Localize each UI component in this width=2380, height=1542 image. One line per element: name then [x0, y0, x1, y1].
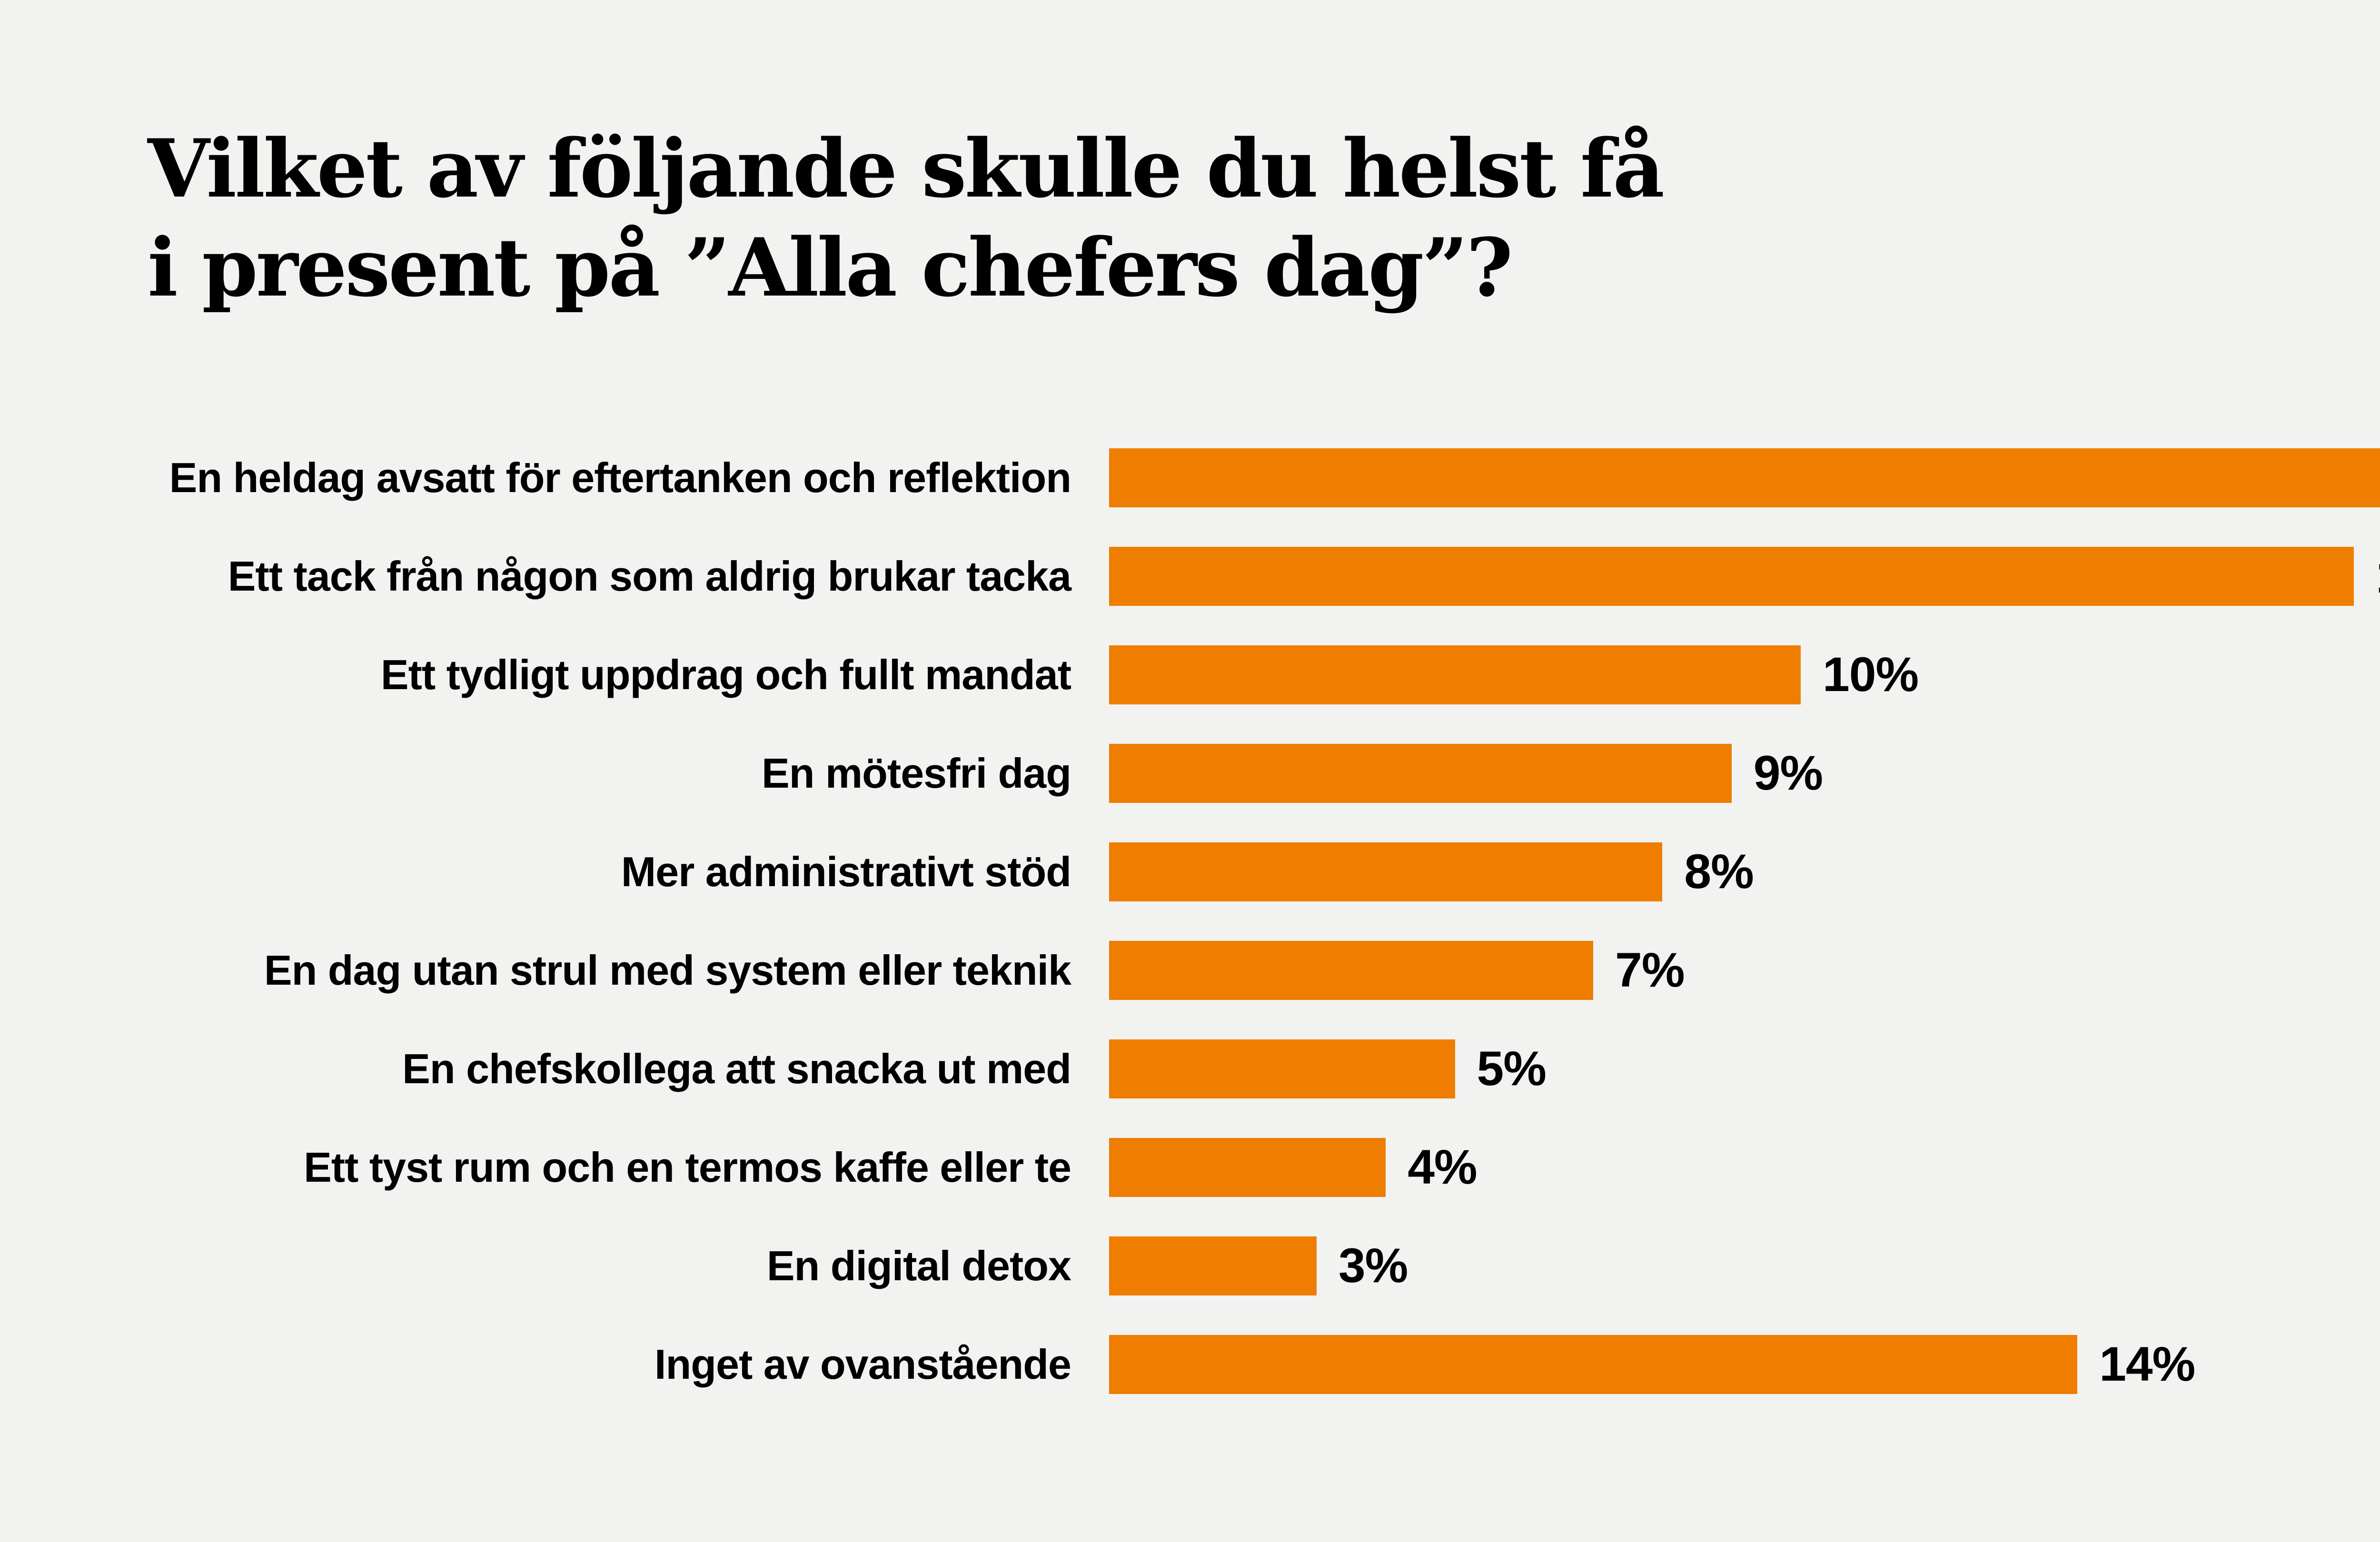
chart-title: Vilket av följande skulle du helst få i p…: [148, 119, 1665, 317]
bar-row: Mer administrativt stöd 8%: [0, 822, 2380, 921]
category-label: Ett tack från någon som aldrig brukar ta…: [228, 552, 1071, 600]
bar-row: Ett tyst rum och en termos kaffe eller t…: [0, 1118, 2380, 1216]
value-label: 9%: [1753, 746, 1823, 800]
bar: [1109, 546, 2354, 606]
category-label: Ett tyst rum och en termos kaffe eller t…: [304, 1143, 1071, 1191]
value-label: 14%: [2099, 1337, 2195, 1391]
bar-row: En digital detox 3%: [0, 1216, 2380, 1315]
category-label: Inget av ovanstående: [654, 1340, 1071, 1388]
category-label: En mötesfri dag: [762, 749, 1071, 797]
value-label: 5%: [1477, 1041, 1547, 1096]
bar: [1109, 842, 1663, 901]
bar: [1109, 1137, 1386, 1197]
value-label: 8%: [1684, 844, 1754, 899]
chart-title-line1: Vilket av följande skulle du helst få: [148, 121, 1665, 216]
value-label: 18%: [2376, 548, 2380, 604]
bar: [1109, 1039, 1455, 1098]
bar-row: En dag utan strul med system eller tekni…: [0, 921, 2380, 1019]
category-label: Mer administrativt stöd: [621, 848, 1071, 895]
bar-row: Ett tack från någon som aldrig brukar ta…: [0, 527, 2380, 625]
chart-title-line2: i present på ”Alla chefers dag”?: [148, 220, 1513, 315]
category-label: En chefskollega att snacka ut med: [402, 1045, 1071, 1092]
category-label: En digital detox: [766, 1242, 1071, 1289]
bar-row: En heldag avsatt för eftertanken och ref…: [0, 428, 2380, 527]
bar: [1109, 743, 1732, 803]
bar: [1109, 645, 1801, 704]
bar: [1109, 448, 2380, 507]
category-label: En dag utan strul med system eller tekni…: [264, 946, 1071, 994]
bar-chart: En heldag avsatt för eftertanken och ref…: [0, 428, 2380, 1414]
bar-row: Inget av ovanstående 14%: [0, 1315, 2380, 1414]
value-label: 3%: [1338, 1238, 1408, 1293]
category-label: Ett tydligt uppdrag och fullt mandat: [380, 651, 1071, 698]
value-label: 4%: [1408, 1140, 1477, 1194]
bar-row: En chefskollega att snacka ut med 5%: [0, 1019, 2380, 1118]
category-label: En heldag avsatt för eftertanken och ref…: [169, 454, 1071, 501]
bar-row: Ett tydligt uppdrag och fullt mandat 10%: [0, 625, 2380, 724]
bar: [1109, 1334, 2078, 1394]
value-label: 10%: [1823, 647, 1919, 702]
bar: [1109, 1236, 1317, 1295]
bar: [1109, 940, 1594, 1000]
bar-row: En mötesfri dag 9%: [0, 724, 2380, 822]
value-label: 7%: [1615, 943, 1685, 997]
